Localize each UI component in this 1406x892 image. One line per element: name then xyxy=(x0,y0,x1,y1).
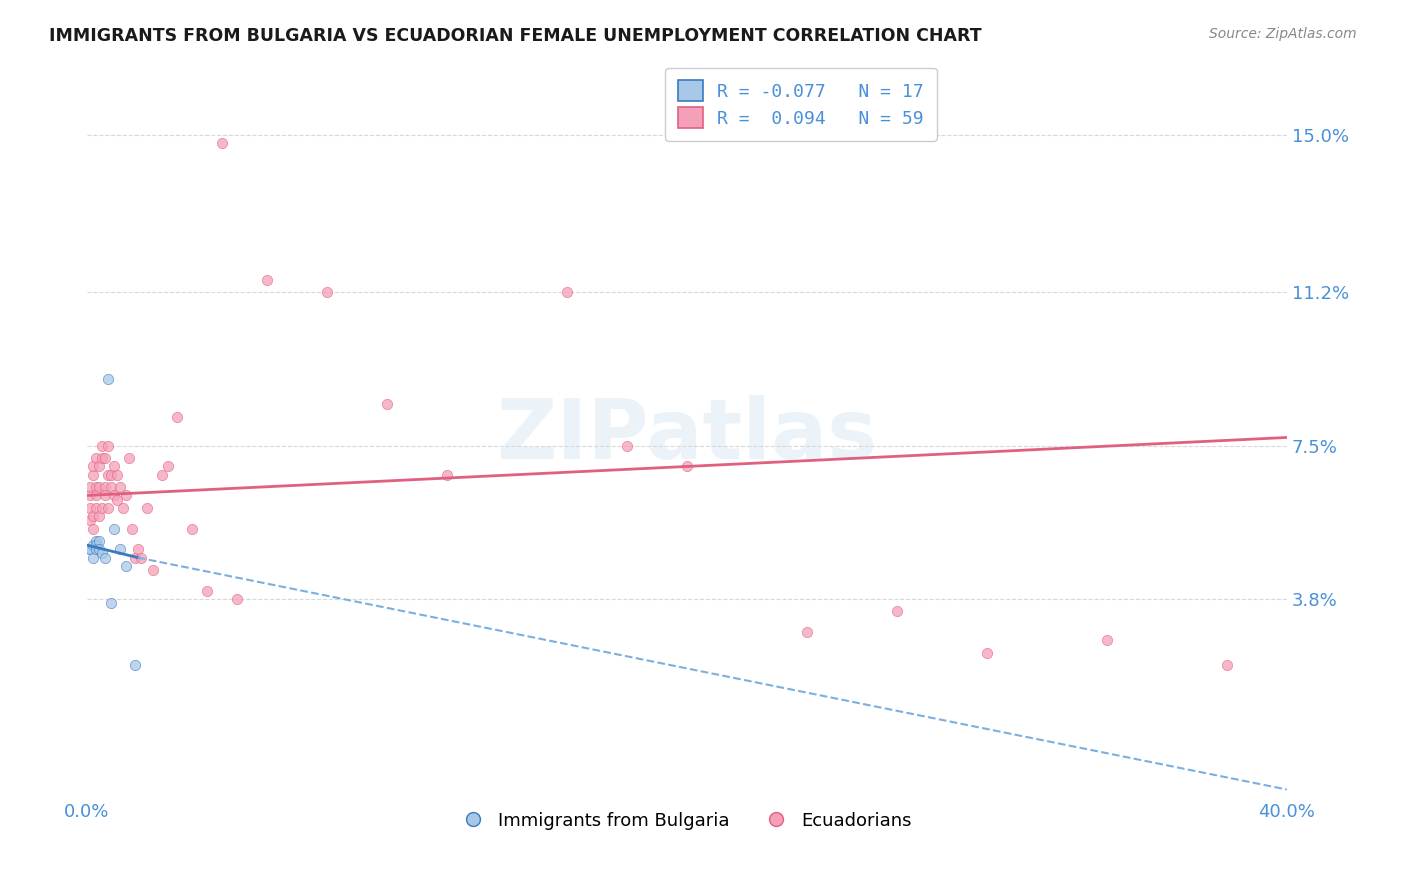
Point xyxy=(87,459,110,474)
Point xyxy=(97,500,120,515)
Point xyxy=(1216,658,1239,673)
Point xyxy=(105,492,128,507)
Point xyxy=(84,534,107,549)
Point xyxy=(375,397,398,411)
Point xyxy=(124,550,146,565)
Point xyxy=(79,500,101,515)
Point xyxy=(225,592,247,607)
Point xyxy=(79,513,101,527)
Point xyxy=(94,488,117,502)
Point xyxy=(87,509,110,524)
Point xyxy=(150,467,173,482)
Text: IMMIGRANTS FROM BULGARIA VS ECUADORIAN FEMALE UNEMPLOYMENT CORRELATION CHART: IMMIGRANTS FROM BULGARIA VS ECUADORIAN F… xyxy=(49,27,981,45)
Point xyxy=(103,488,125,502)
Point xyxy=(84,542,107,557)
Point xyxy=(127,542,149,557)
Point xyxy=(82,522,104,536)
Point xyxy=(103,522,125,536)
Point xyxy=(87,542,110,557)
Point xyxy=(84,451,107,466)
Point xyxy=(121,522,143,536)
Point xyxy=(142,563,165,577)
Point xyxy=(256,273,278,287)
Point xyxy=(436,467,458,482)
Point xyxy=(84,480,107,494)
Point xyxy=(315,285,337,300)
Point xyxy=(108,480,131,494)
Point xyxy=(111,500,134,515)
Point xyxy=(79,480,101,494)
Point xyxy=(90,500,112,515)
Point xyxy=(135,500,157,515)
Point xyxy=(94,480,117,494)
Point xyxy=(616,439,638,453)
Point xyxy=(100,596,122,610)
Point xyxy=(555,285,578,300)
Point xyxy=(976,646,998,660)
Point xyxy=(87,534,110,549)
Point xyxy=(82,459,104,474)
Point xyxy=(124,658,146,673)
Legend: Immigrants from Bulgaria, Ecuadorians: Immigrants from Bulgaria, Ecuadorians xyxy=(453,802,921,839)
Point xyxy=(94,451,117,466)
Point xyxy=(82,467,104,482)
Point xyxy=(195,583,218,598)
Point xyxy=(1095,633,1118,648)
Point xyxy=(82,509,104,524)
Point xyxy=(796,625,818,640)
Point xyxy=(129,550,152,565)
Point xyxy=(90,451,112,466)
Point xyxy=(103,459,125,474)
Point xyxy=(84,488,107,502)
Point xyxy=(676,459,699,474)
Text: ZIPatlas: ZIPatlas xyxy=(496,395,877,476)
Point xyxy=(90,439,112,453)
Point xyxy=(115,488,138,502)
Point xyxy=(100,480,122,494)
Point xyxy=(108,542,131,557)
Point xyxy=(79,488,101,502)
Point xyxy=(97,467,120,482)
Point xyxy=(97,372,120,386)
Point xyxy=(180,522,202,536)
Point xyxy=(94,550,117,565)
Point xyxy=(87,480,110,494)
Point xyxy=(79,542,101,557)
Point xyxy=(100,467,122,482)
Point xyxy=(79,542,101,557)
Point xyxy=(105,467,128,482)
Point xyxy=(156,459,179,474)
Point xyxy=(97,439,120,453)
Text: Source: ZipAtlas.com: Source: ZipAtlas.com xyxy=(1209,27,1357,41)
Point xyxy=(82,550,104,565)
Point xyxy=(84,500,107,515)
Point xyxy=(166,409,188,424)
Point xyxy=(118,451,141,466)
Point xyxy=(115,558,138,573)
Point xyxy=(84,538,107,552)
Point xyxy=(886,604,908,618)
Point xyxy=(211,136,233,151)
Point xyxy=(82,538,104,552)
Point xyxy=(90,546,112,560)
